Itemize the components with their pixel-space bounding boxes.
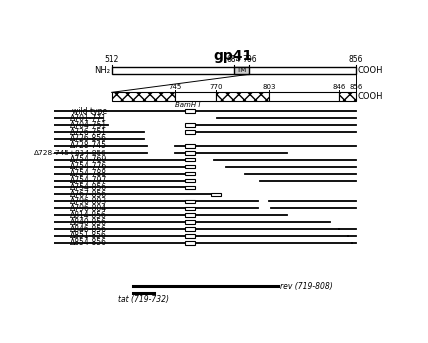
- Bar: [270, 92, 339, 101]
- Bar: [234, 67, 249, 74]
- Bar: [175, 92, 216, 101]
- Text: Δ754-769: Δ754-769: [70, 155, 107, 164]
- Text: COOH: COOH: [357, 92, 383, 101]
- Text: Δ796-804: Δ796-804: [70, 204, 107, 213]
- Text: Δ728-745+814-856: Δ728-745+814-856: [34, 150, 107, 156]
- Text: 745: 745: [169, 84, 182, 90]
- Bar: [216, 92, 270, 101]
- Text: Δ726-856: Δ726-856: [70, 134, 107, 143]
- Bar: [185, 200, 195, 203]
- Text: Δ726-751: Δ726-751: [70, 128, 107, 137]
- Bar: [211, 193, 221, 196]
- Bar: [185, 206, 195, 210]
- Text: Δ796-803: Δ796-803: [70, 197, 107, 206]
- Bar: [185, 213, 195, 217]
- Text: TM: TM: [236, 68, 247, 73]
- Text: Δ704-751: Δ704-751: [70, 121, 107, 130]
- Text: 803: 803: [263, 84, 276, 90]
- Bar: [185, 186, 195, 189]
- Bar: [112, 92, 175, 101]
- Bar: [112, 67, 356, 74]
- Text: 512: 512: [104, 55, 119, 64]
- Text: Δ701-771: Δ701-771: [70, 114, 107, 123]
- Bar: [185, 221, 195, 224]
- Text: Δ728-745: Δ728-745: [70, 141, 107, 150]
- Bar: [185, 158, 195, 162]
- Text: 856: 856: [349, 84, 363, 90]
- Text: BamH I: BamH I: [175, 102, 201, 108]
- Text: Δ846-856: Δ846-856: [70, 225, 107, 234]
- Bar: [339, 92, 356, 101]
- Bar: [185, 172, 195, 175]
- Text: Δ754-776: Δ754-776: [70, 162, 107, 171]
- Bar: [185, 179, 195, 182]
- Text: Δ840-856: Δ840-856: [70, 217, 107, 227]
- Text: 706: 706: [242, 55, 257, 64]
- Text: 684: 684: [226, 55, 241, 64]
- Bar: [185, 109, 195, 113]
- Bar: [185, 151, 195, 155]
- Text: Δ767-856: Δ767-856: [70, 190, 107, 199]
- Bar: [185, 165, 195, 168]
- Text: COOH: COOH: [357, 66, 383, 75]
- Text: rev (719-808): rev (719-808): [280, 282, 333, 291]
- Bar: [185, 130, 195, 134]
- Text: Δ754-856: Δ754-856: [70, 183, 107, 192]
- Bar: [185, 123, 195, 127]
- Text: Δ814-856: Δ814-856: [70, 211, 107, 220]
- Bar: [185, 144, 195, 147]
- Text: gp41: gp41: [214, 49, 253, 63]
- Text: Δ851-856: Δ851-856: [70, 232, 107, 240]
- Bar: [185, 234, 195, 238]
- Text: tat (719-732): tat (719-732): [118, 295, 169, 304]
- Bar: [185, 241, 195, 245]
- Text: Δ754-797: Δ754-797: [70, 176, 107, 185]
- Text: 846: 846: [333, 84, 346, 90]
- Bar: [185, 227, 195, 231]
- Text: wild type: wild type: [72, 107, 107, 116]
- Text: 770: 770: [209, 84, 223, 90]
- Text: NH₂: NH₂: [94, 66, 110, 75]
- Text: Δ754-788: Δ754-788: [70, 169, 107, 178]
- Text: Δ854-856: Δ854-856: [70, 238, 107, 247]
- Text: 856: 856: [348, 55, 363, 64]
